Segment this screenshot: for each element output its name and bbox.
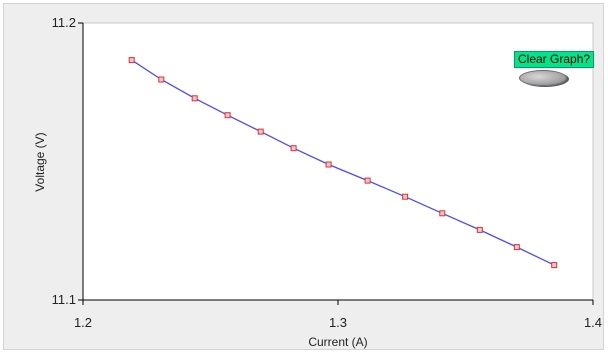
data-point-marker (476, 226, 483, 233)
data-point-marker (257, 128, 264, 135)
data-point-marker (402, 193, 409, 200)
data-point-marker (364, 177, 371, 184)
x-tick-label: 1.3 (329, 315, 347, 330)
y-tick-label: 11.2 (52, 15, 76, 30)
clear-graph-label: Clear Graph? (514, 51, 595, 68)
data-point-marker (191, 95, 198, 102)
data-point-marker (439, 210, 446, 217)
graph-panel: 1.2 1.3 1.4 11.1 11.2 Current (A) Voltage (V… (3, 3, 604, 350)
x-tick-label: 1.4 (584, 315, 602, 330)
y-tick-label: 11.1 (52, 292, 76, 307)
plot-area (82, 22, 594, 301)
y-axis-label: Voltage (V) (33, 132, 47, 191)
xy-graph: 1.2 1.3 1.4 11.1 11.2 Current (A) Voltage (V… (33, 15, 602, 349)
data-point-marker (551, 262, 558, 269)
clear-graph-toggle-button[interactable] (519, 70, 567, 86)
data-point-marker (290, 145, 297, 152)
data-point-marker (128, 57, 135, 64)
data-point-marker (158, 76, 165, 83)
data-point-marker (513, 244, 520, 251)
data-point-marker (325, 161, 332, 168)
x-tick-label: 1.2 (74, 315, 92, 330)
data-point-marker (224, 112, 231, 119)
x-axis-label: Current (A) (308, 335, 367, 349)
